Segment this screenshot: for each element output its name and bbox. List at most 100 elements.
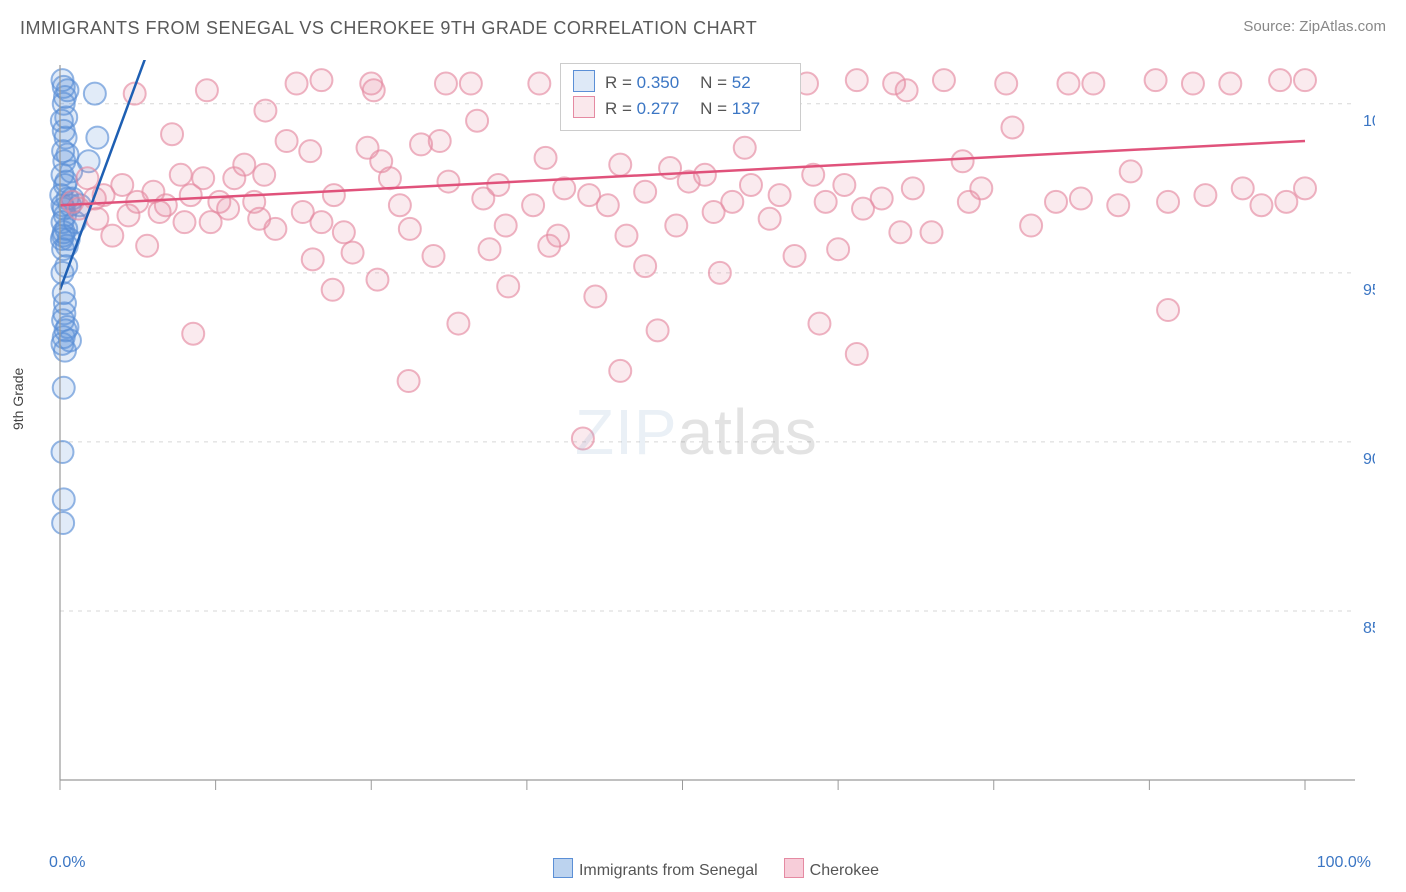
data-point xyxy=(136,235,158,257)
data-point xyxy=(1250,194,1272,216)
data-point xyxy=(342,242,364,264)
data-point xyxy=(1001,116,1023,138)
data-point xyxy=(170,164,192,186)
data-point xyxy=(286,73,308,95)
source-attribution: Source: ZipAtlas.com xyxy=(1243,18,1386,35)
source-link[interactable]: ZipAtlas.com xyxy=(1299,18,1386,35)
data-point xyxy=(634,255,656,277)
data-point xyxy=(437,171,459,193)
data-point xyxy=(694,164,716,186)
data-point xyxy=(84,83,106,105)
data-point xyxy=(1269,69,1291,91)
data-point xyxy=(647,319,669,341)
data-point xyxy=(379,167,401,189)
data-point xyxy=(299,140,321,162)
data-point xyxy=(1232,177,1254,199)
data-point xyxy=(1194,184,1216,206)
data-point xyxy=(871,187,893,209)
data-point xyxy=(310,69,332,91)
data-point xyxy=(323,184,345,206)
data-point xyxy=(447,313,469,335)
data-point xyxy=(1294,177,1316,199)
data-point xyxy=(995,73,1017,95)
legend-label: Cherokee xyxy=(810,862,879,879)
data-point xyxy=(1120,160,1142,182)
data-point xyxy=(740,174,762,196)
data-point xyxy=(896,79,918,101)
data-point xyxy=(952,150,974,172)
data-point xyxy=(1219,73,1241,95)
data-point xyxy=(52,225,74,247)
y-tick-label: 100.0% xyxy=(1363,113,1375,130)
data-point xyxy=(51,441,73,463)
data-point xyxy=(902,177,924,199)
data-point xyxy=(1020,215,1042,237)
data-point xyxy=(302,248,324,270)
data-point xyxy=(155,194,177,216)
data-point xyxy=(479,238,501,260)
data-point xyxy=(609,154,631,176)
data-point xyxy=(597,194,619,216)
data-point xyxy=(734,137,756,159)
legend-swatch xyxy=(784,858,804,878)
data-point xyxy=(921,221,943,243)
data-point xyxy=(59,329,81,351)
data-point xyxy=(497,275,519,297)
data-point xyxy=(784,245,806,267)
data-point xyxy=(495,215,517,237)
data-point xyxy=(322,279,344,301)
data-point xyxy=(182,323,204,345)
legend-swatch xyxy=(573,70,595,92)
data-point xyxy=(363,79,385,101)
scatter-chart-svg: 85.0% 90.0% 95.0% 100.0% xyxy=(45,60,1375,800)
legend-swatch xyxy=(553,858,573,878)
y-tick-label: 95.0% xyxy=(1363,282,1375,299)
data-point xyxy=(196,79,218,101)
data-point xyxy=(487,174,509,196)
y-axis-label: 9th Grade xyxy=(10,368,26,430)
data-point xyxy=(276,130,298,152)
data-point xyxy=(1294,69,1316,91)
data-point xyxy=(86,127,108,149)
data-point xyxy=(769,184,791,206)
data-point xyxy=(1145,69,1167,91)
data-point xyxy=(1057,73,1079,95)
data-point xyxy=(161,123,183,145)
data-point xyxy=(333,221,355,243)
data-point xyxy=(460,73,482,95)
data-point xyxy=(253,164,275,186)
chart-plot-area: 85.0% 90.0% 95.0% 100.0% xyxy=(45,60,1375,800)
data-point xyxy=(53,93,75,115)
data-point xyxy=(76,167,98,189)
data-point xyxy=(827,238,849,260)
data-point xyxy=(572,428,594,450)
data-point xyxy=(634,181,656,203)
legend-label: Immigrants from Senegal xyxy=(579,862,758,879)
data-point xyxy=(584,286,606,308)
data-point xyxy=(53,488,75,510)
y-tick-label: 85.0% xyxy=(1363,620,1375,637)
data-point xyxy=(846,343,868,365)
data-point xyxy=(665,215,687,237)
data-point xyxy=(399,218,421,240)
y-tick-label: 90.0% xyxy=(1363,451,1375,468)
data-point xyxy=(547,225,569,247)
stats-row: R = 0.350 N = 52 xyxy=(573,70,786,96)
data-point xyxy=(233,154,255,176)
data-point xyxy=(609,360,631,382)
data-point xyxy=(217,198,239,220)
data-point xyxy=(1082,73,1104,95)
data-point xyxy=(366,269,388,291)
data-point xyxy=(101,225,123,247)
data-point xyxy=(709,262,731,284)
data-point xyxy=(466,110,488,132)
data-point xyxy=(174,211,196,233)
data-point xyxy=(721,191,743,213)
data-point xyxy=(389,194,411,216)
data-point xyxy=(1182,73,1204,95)
data-point xyxy=(1275,191,1297,213)
chart-title: IMMIGRANTS FROM SENEGAL VS CHEROKEE 9TH … xyxy=(20,18,757,38)
data-point xyxy=(659,157,681,179)
data-point xyxy=(528,73,550,95)
data-point xyxy=(52,512,74,534)
